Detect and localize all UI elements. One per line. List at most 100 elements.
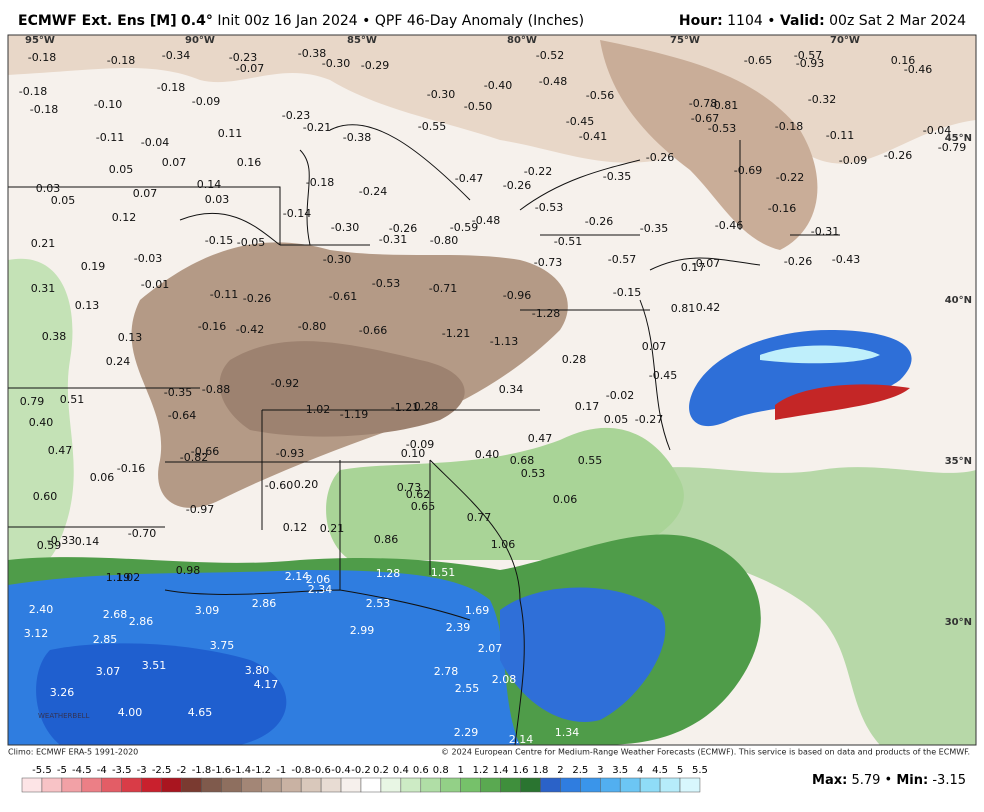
station-value: 0.24 bbox=[106, 355, 131, 368]
colorbar-swatch bbox=[540, 777, 561, 793]
station-value: -0.21 bbox=[303, 121, 331, 134]
station-value: 0.53 bbox=[521, 467, 546, 480]
min: -3.15 bbox=[932, 773, 966, 788]
station-value: 0.42 bbox=[696, 301, 721, 314]
colorbar-swatch bbox=[121, 777, 142, 793]
station-value: 3.09 bbox=[195, 604, 220, 617]
colorbar-swatch bbox=[61, 777, 83, 793]
colorbar-swatch bbox=[520, 777, 541, 793]
station-value: -0.53 bbox=[708, 122, 736, 135]
colorbar-label: 0.8 bbox=[433, 765, 449, 776]
colorbar-label: -1.2 bbox=[252, 765, 272, 776]
colorbar-swatch bbox=[181, 777, 202, 793]
station-value: 2.14 bbox=[285, 570, 310, 583]
valid: 00z Sat 2 Mar 2024 bbox=[829, 13, 966, 29]
station-value: -0.05 bbox=[237, 236, 265, 249]
station-value: -0.11 bbox=[96, 131, 124, 144]
station-value: 0.16 bbox=[891, 54, 916, 67]
station-value: 0.17 bbox=[681, 261, 706, 274]
station-value: 2.78 bbox=[434, 665, 459, 678]
colorbar-swatch bbox=[500, 777, 521, 793]
station-value: 0.05 bbox=[51, 194, 76, 207]
colorbar-swatch bbox=[221, 777, 242, 793]
station-value: 1.19 bbox=[106, 571, 131, 584]
station-value: 0.79 bbox=[20, 395, 45, 408]
station-value: -0.18 bbox=[775, 120, 803, 133]
station-value: 3.12 bbox=[24, 627, 49, 640]
product: QPF 46-Day Anomaly (Inches) bbox=[375, 13, 584, 29]
station-value: -0.42 bbox=[236, 323, 264, 336]
station-value: -0.09 bbox=[839, 154, 867, 167]
station-value: -0.65 bbox=[744, 54, 772, 67]
logo: WEATHERBELL bbox=[38, 712, 90, 720]
station-value: -0.15 bbox=[205, 234, 233, 247]
colorbar-swatch bbox=[480, 777, 501, 793]
station-value: 3.80 bbox=[245, 664, 270, 677]
station-value: 3.75 bbox=[210, 639, 235, 652]
station-value: 0.28 bbox=[562, 353, 587, 366]
station-value: 3.07 bbox=[96, 665, 121, 678]
station-value: -0.07 bbox=[236, 62, 264, 75]
station-value: -0.93 bbox=[276, 447, 304, 460]
station-value: 0.65 bbox=[411, 500, 436, 513]
colorbar-swatch bbox=[300, 777, 322, 793]
station-value: 2.39 bbox=[446, 621, 471, 634]
station-value: 0.98 bbox=[176, 564, 201, 577]
colorbar-label: 0.4 bbox=[393, 765, 409, 776]
colorbar-swatch bbox=[440, 777, 461, 793]
station-value: -0.88 bbox=[202, 383, 230, 396]
station-value: -0.45 bbox=[649, 369, 677, 382]
station-value: -0.26 bbox=[243, 292, 271, 305]
resolution: 0.4° bbox=[181, 13, 213, 29]
station-value: 0.47 bbox=[528, 432, 553, 445]
station-value: -0.16 bbox=[117, 462, 145, 475]
station-value: 3.51 bbox=[142, 659, 167, 672]
station-value: 0.77 bbox=[467, 511, 492, 524]
min-label: Min: bbox=[896, 773, 928, 788]
station-value: 0.40 bbox=[475, 448, 500, 461]
colorbar-swatch bbox=[81, 777, 103, 793]
station-value: -0.07 bbox=[692, 257, 720, 270]
station-value: -1.02 bbox=[302, 403, 330, 416]
copyright: © 2024 European Centre for Medium-Range … bbox=[441, 748, 970, 757]
station-value: 0.07 bbox=[133, 187, 158, 200]
colorbar-swatch bbox=[580, 777, 601, 793]
lat-label: 30°N bbox=[945, 617, 972, 628]
station-value: 4.17 bbox=[254, 678, 279, 691]
lat-label: 40°N bbox=[945, 295, 972, 306]
station-value: -0.80 bbox=[298, 320, 326, 333]
header-left: ECMWF Ext. Ens [M] 0.4° Init 00z 16 Jan … bbox=[18, 13, 584, 29]
station-value: -1.28 bbox=[532, 307, 560, 320]
colorbar-label: 2.5 bbox=[572, 765, 588, 776]
station-value: -0.92 bbox=[271, 377, 299, 390]
colorbar-label: 0.2 bbox=[373, 765, 389, 776]
colorbar-label: 4.5 bbox=[652, 765, 668, 776]
station-value: -0.57 bbox=[794, 49, 822, 62]
colorbar-label: -2 bbox=[177, 765, 187, 776]
colorbar-label: -2.5 bbox=[152, 765, 172, 776]
station-value: -0.15 bbox=[613, 286, 641, 299]
station-value: 3.26 bbox=[50, 686, 75, 699]
station-value: -0.73 bbox=[534, 256, 562, 269]
station-value: 0.03 bbox=[205, 193, 230, 206]
station-value: 0.14 bbox=[197, 178, 222, 191]
station-value: -0.51 bbox=[554, 235, 582, 248]
station-value: 0.17 bbox=[575, 400, 600, 413]
colorbar-label: 1 bbox=[457, 765, 463, 776]
colorbar-label: -0.2 bbox=[351, 765, 371, 776]
colorbar-label: -1.8 bbox=[192, 765, 212, 776]
colorbar-swatch bbox=[241, 777, 262, 793]
station-value: -0.26 bbox=[585, 215, 613, 228]
colorbar-swatch bbox=[679, 777, 701, 793]
station-value: 0.20 bbox=[294, 478, 319, 491]
colorbar-label: -4.5 bbox=[72, 765, 92, 776]
station-value: -0.50 bbox=[464, 100, 492, 113]
max: 5.79 bbox=[851, 773, 880, 788]
station-value: -1.21 bbox=[442, 327, 470, 340]
colorbar-swatch bbox=[360, 777, 382, 793]
station-value: -0.70 bbox=[128, 527, 156, 540]
station-value: 0.86 bbox=[374, 533, 399, 546]
station-value: 0.03 bbox=[36, 182, 61, 195]
station-value: 2.07 bbox=[478, 642, 503, 655]
station-value: -0.57 bbox=[608, 253, 636, 266]
